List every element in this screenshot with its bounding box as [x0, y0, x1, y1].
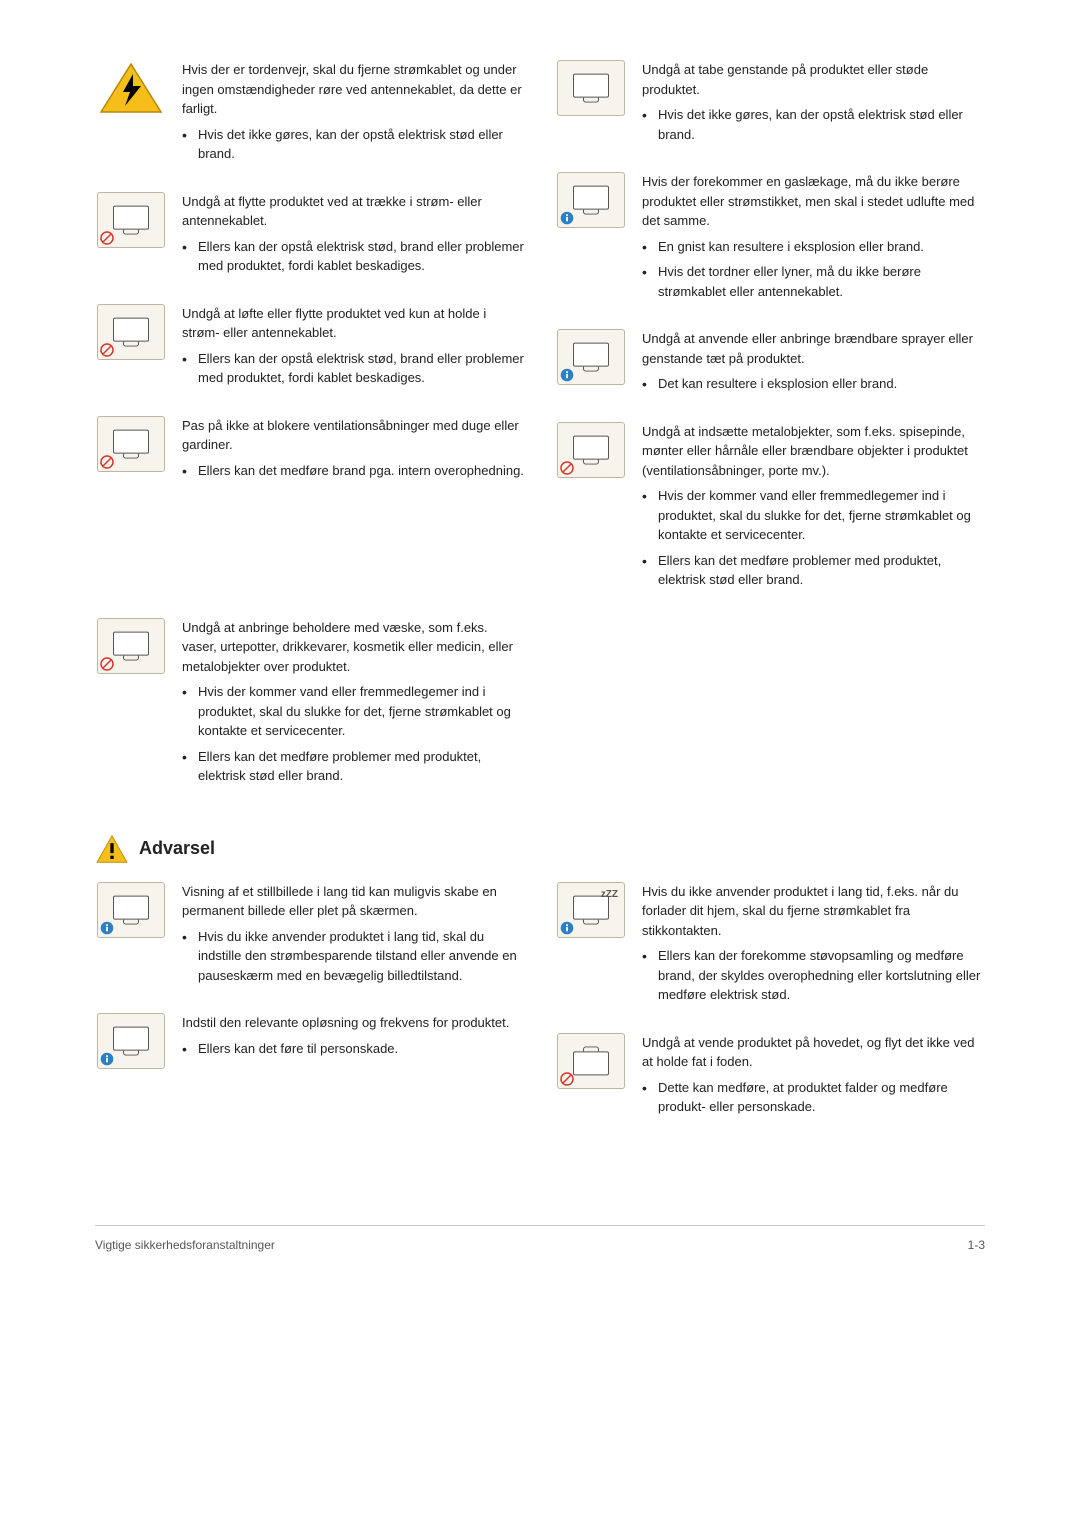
prohibit-icon	[100, 455, 114, 469]
bullet: Dette kan medføre, at produktet falder o…	[642, 1078, 985, 1117]
unplug-sleep-icon: zZZ	[557, 882, 625, 938]
bullet: Hvis der kommer vand eller fremmedlegeme…	[182, 682, 525, 741]
item-upside-down: Undgå at vende produktet på hovedet, og …	[555, 1033, 985, 1123]
info-icon	[560, 211, 574, 225]
bullet: Hvis du ikke anvender produktet i lang t…	[182, 927, 525, 986]
lead-text: Undgå at tabe genstande på produktet ell…	[642, 60, 985, 99]
item-resolution: Indstil den relevante opløsning og frekv…	[95, 1013, 525, 1069]
lead-text: Hvis der er tordenvejr, skal du fjerne s…	[182, 60, 525, 119]
flammable-spray-icon	[557, 329, 625, 385]
item-flammable: Undgå at anvende eller anbringe brændbar…	[555, 329, 985, 400]
lead-text: Undgå at anvende eller anbringe brændbar…	[642, 329, 985, 368]
bullet: Ellers kan det medføre problemer med pro…	[642, 551, 985, 590]
item-drop-object: Undgå at tabe genstande på produktet ell…	[555, 60, 985, 150]
item-gas-leak: Hvis der forekommer en gaslækage, må du …	[555, 172, 985, 307]
prohibit-icon	[100, 231, 114, 245]
warning-heading: Advarsel	[139, 835, 215, 862]
gas-leak-icon	[557, 172, 625, 228]
info-icon	[100, 1052, 114, 1066]
bullet: Ellers kan der opstå elektrisk stød, bra…	[182, 349, 525, 388]
footer-right: 1-3	[968, 1236, 985, 1254]
bullet: Ellers kan der forekomme støvopsamling o…	[642, 946, 985, 1005]
bullet: Det kan resultere i eksplosion eller bra…	[642, 374, 985, 394]
bullet: Hvis det ikke gøres, kan der opstå elekt…	[182, 125, 525, 164]
item-ventilation: Pas på ikke at blokere ventilationsåbnin…	[95, 416, 525, 487]
item-pull-cable: Undgå at flytte produktet ved at trække …	[95, 192, 525, 282]
bullet: Hvis det ikke gøres, kan der opstå elekt…	[642, 105, 985, 144]
item-burn-in: Visning af et stillbillede i lang tid ka…	[95, 882, 525, 992]
bullet: Hvis der kommer vand eller fremmedlegeme…	[642, 486, 985, 545]
bullet: Hvis det tordner eller lyner, må du ikke…	[642, 262, 985, 301]
prohibit-icon	[560, 1072, 574, 1086]
warning-triangle-icon	[95, 834, 129, 864]
item-lift-cable: Undgå at løfte eller flytte produktet ve…	[95, 304, 525, 394]
upside-down-icon	[557, 1033, 625, 1089]
lead-text: Indstil den relevante opløsning og frekv…	[182, 1013, 525, 1033]
bullet: Ellers kan det medføre brand pga. intern…	[182, 461, 525, 481]
safety-grid-mid: Undgå at anbringe beholdere med væske, s…	[95, 618, 985, 814]
lead-text: Undgå at anbringe beholdere med væske, s…	[182, 618, 525, 677]
lead-text: Undgå at indsætte metalobjekter, som f.e…	[642, 422, 985, 481]
page-footer: Vigtige sikkerhedsforanstaltninger 1-3	[95, 1225, 985, 1254]
ventilation-icon	[97, 416, 165, 472]
left-column: Hvis der er tordenvejr, skal du fjerne s…	[95, 60, 525, 618]
pull-cable-icon	[97, 192, 165, 248]
lead-text: Hvis du ikke anvender produktet i lang t…	[642, 882, 985, 941]
burn-in-icon	[97, 882, 165, 938]
lead-text: Hvis der forekommer en gaslækage, må du …	[642, 172, 985, 231]
bullet: Ellers kan det føre til personskade.	[182, 1039, 525, 1059]
prohibit-icon	[560, 461, 574, 475]
info-icon	[560, 921, 574, 935]
drop-object-icon	[557, 60, 625, 116]
liquid-container-icon	[97, 618, 165, 674]
lead-text: Undgå at flytte produktet ved at trække …	[182, 192, 525, 231]
item-unplug: zZZ Hvis du ikke anvender produktet i la…	[555, 882, 985, 1011]
item-insert-metal: Undgå at indsætte metalobjekter, som f.e…	[555, 422, 985, 596]
insert-metal-icon	[557, 422, 625, 478]
lightning-warning-icon	[97, 60, 165, 116]
lead-text: Undgå at vende produktet på hovedet, og …	[642, 1033, 985, 1072]
item-lightning: Hvis der er tordenvejr, skal du fjerne s…	[95, 60, 525, 170]
right-column: Undgå at tabe genstande på produktet ell…	[555, 60, 985, 618]
info-icon	[560, 368, 574, 382]
lead-text: Undgå at løfte eller flytte produktet ve…	[182, 304, 525, 343]
lift-cable-icon	[97, 304, 165, 360]
zzz-label: zZZ	[601, 887, 618, 902]
warning-heading-row: Advarsel	[95, 834, 985, 864]
prohibit-icon	[100, 343, 114, 357]
lead-text: Visning af et stillbillede i lang tid ka…	[182, 882, 525, 921]
prohibit-icon	[100, 657, 114, 671]
item-liquid: Undgå at anbringe beholdere med væske, s…	[95, 618, 525, 792]
info-icon	[100, 921, 114, 935]
lead-text: Pas på ikke at blokere ventilationsåbnin…	[182, 416, 525, 455]
footer-left: Vigtige sikkerhedsforanstaltninger	[95, 1236, 275, 1254]
safety-grid-top: Hvis der er tordenvejr, skal du fjerne s…	[95, 60, 985, 618]
bullet: En gnist kan resultere i eksplosion elle…	[642, 237, 985, 257]
resolution-icon	[97, 1013, 165, 1069]
safety-grid-warning: Visning af et stillbillede i lang tid ka…	[95, 882, 985, 1145]
bullet: Ellers kan det medføre problemer med pro…	[182, 747, 525, 786]
bullet: Ellers kan der opstå elektrisk stød, bra…	[182, 237, 525, 276]
